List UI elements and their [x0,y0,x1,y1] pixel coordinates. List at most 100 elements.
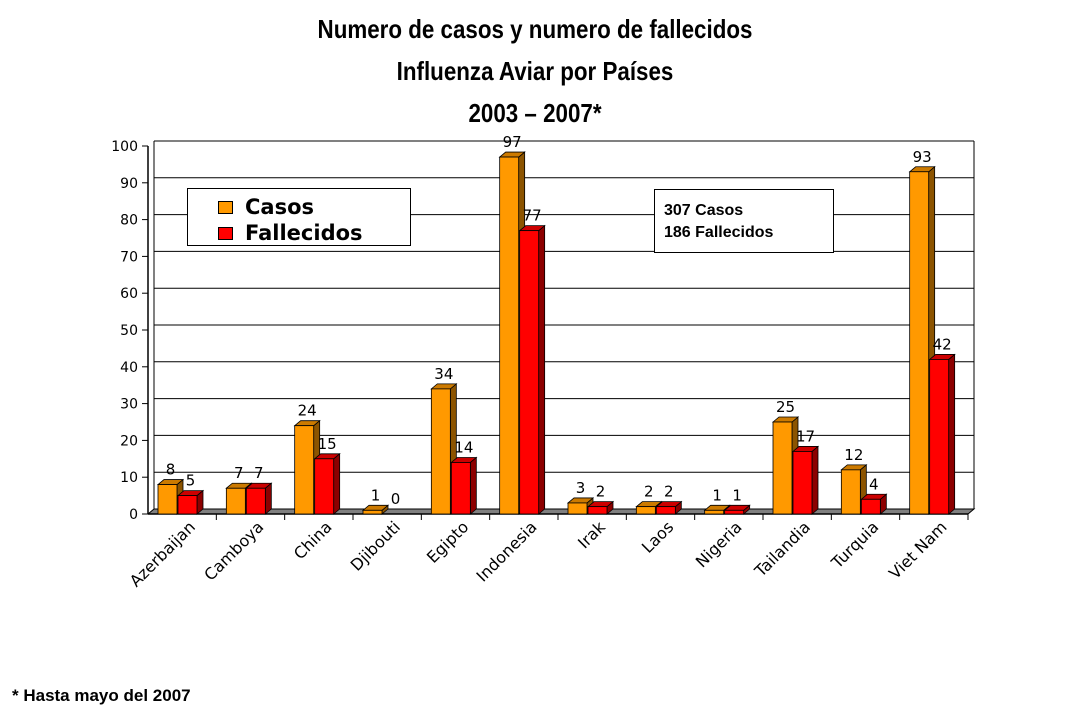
bar-front [519,230,540,515]
bar-front [929,359,950,515]
legend-swatch-casos [218,200,233,214]
bar-fallecidos-china [313,452,341,515]
bar-front [314,458,335,515]
x-category-label: Tailandia [750,517,814,581]
data-label-fallecidos: 0 [391,490,401,508]
bar-fallecidos-indonesia [518,224,546,515]
bar-front [430,388,451,515]
y-tick-label: 50 [120,323,138,339]
bar-fallecidos-irak [586,500,615,515]
data-label-casos: 8 [166,461,176,479]
bar-fallecidos-camboya [245,482,273,515]
data-label-fallecidos: 17 [796,427,815,445]
bar-front [362,509,383,515]
legend-swatch-fallecidos [218,226,233,240]
data-label-casos: 97 [503,133,522,151]
x-category-label: Azerbaijan [126,517,199,590]
bar-casos-djibouti [361,504,390,515]
bar-front [792,451,813,515]
grid-lines [154,140,974,473]
bar-fallecidos-viet-nam [928,353,956,515]
data-label-fallecidos: 2 [596,483,606,501]
bar-front [225,487,246,515]
x-category-label: Laos [638,517,677,556]
x-category-label: Djibouti [347,517,404,574]
y-tick-label: 70 [120,249,138,265]
bar-front [909,171,930,515]
x-category-label: Irak [574,517,609,552]
bars [156,151,956,515]
bar-side [948,353,956,515]
data-label-casos: 34 [434,365,453,383]
data-label-casos: 25 [776,398,795,416]
title-line-2: Influenza Aviar por Países [396,56,674,86]
data-label-fallecidos: 14 [454,438,473,456]
title-line-1: Numero de casos y numero de fallecidos [317,14,753,44]
bar-front [587,506,608,515]
footnote: * Hasta mayo del 2007 [12,686,191,705]
bar-front [840,469,861,515]
bar-fallecidos-egipto [450,456,478,515]
bar-front [704,509,725,515]
x-category-label: Viet Nam [885,517,950,582]
data-label-fallecidos: 1 [732,486,742,504]
bar-front [655,506,676,515]
data-label-fallecidos: 7 [254,464,264,482]
x-category-label: Nigeria [692,517,746,571]
bar-front [177,495,198,515]
chart-legend: Casos Fallecidos [187,188,411,246]
bar-front [499,156,520,515]
data-label-casos: 2 [644,483,654,501]
data-label-casos: 7 [234,464,244,482]
legend-item-casos: Casos [218,195,314,219]
bar-front [860,498,881,515]
bar-fallecidos-turquia [860,493,888,515]
bar-side [811,445,819,515]
bar-casos-china [293,419,321,515]
legend-label-fallecidos: Fallecidos [245,221,363,245]
data-label-fallecidos: 2 [664,483,674,501]
data-label-casos: 1 [371,486,381,504]
bar-fallecidos-laos [655,500,683,515]
x-category-label: Egipto [423,517,472,566]
bar-side [333,452,341,515]
data-label-casos: 1 [712,486,722,504]
totals-box: 307 Casos 186 Fallecidos [654,189,834,253]
legend-item-fallecidos: Fallecidos [218,221,363,245]
bar-front [294,425,315,515]
bar-front [450,462,471,515]
x-category-label: Turquia [827,517,882,572]
y-tick-label: 60 [120,286,138,302]
bar-front [157,484,178,515]
y-tick-label: 80 [120,213,138,229]
data-label-casos: 24 [298,402,317,420]
data-label-fallecidos: 4 [869,475,879,493]
total-casos: 307 Casos [664,202,744,219]
total-fallecidos: 186 Fallecidos [664,224,774,241]
bar-fallecidos-nigeria [723,504,751,515]
y-tick-label: 20 [120,433,138,449]
legend-label-casos: Casos [245,195,315,219]
y-tick-label: 0 [129,507,138,523]
x-category-label: China [290,517,336,563]
y-tick-label: 40 [120,360,138,376]
y-tick-label: 10 [120,470,138,486]
data-label-fallecidos: 15 [318,435,337,453]
bar-fallecidos-azerbaijan [176,489,205,515]
data-label-casos: 12 [844,446,863,464]
x-category-label: Indonesia [473,517,541,585]
y-tick-label: 30 [120,397,138,413]
y-tick-label: 100 [111,139,138,155]
y-tick-label: 90 [120,176,138,192]
bar-front [567,502,588,515]
data-label-fallecidos: 42 [933,335,952,353]
chart-title: Numero de casos y numero de fallecidos I… [0,8,1070,134]
data-label-casos: 3 [576,479,586,497]
x-category-label: Camboya [200,517,267,584]
data-label-fallecidos: 5 [186,472,196,490]
bar-front [245,487,266,515]
title-line-3: 2003 – 2007* [468,98,602,128]
data-label-fallecidos: 77 [523,207,542,225]
